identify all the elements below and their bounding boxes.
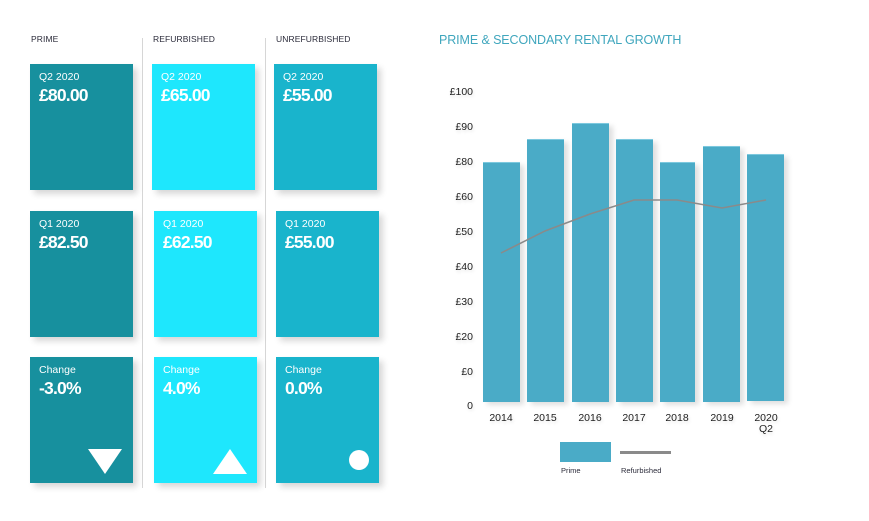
card-label: Change xyxy=(163,364,200,376)
refurbished-q2-card: Q2 2020 £65.00 xyxy=(152,64,255,190)
card-value: £55.00 xyxy=(283,85,333,105)
y-tick-label: 0 xyxy=(467,400,473,412)
card-period: Q2 2020 xyxy=(39,71,80,83)
prime-q1-card: Q1 2020 £82.50 xyxy=(30,211,133,337)
unrefurbished-q2-card: Q2 2020 £55.00 xyxy=(274,64,377,190)
x-tick-label: 2014 xyxy=(489,412,513,424)
card-period: Q1 2020 xyxy=(39,218,80,230)
bar-2016 xyxy=(572,123,609,402)
refurbished-change-card: Change 4.0% xyxy=(154,357,257,483)
legend-prime-swatch xyxy=(560,442,611,462)
x-tick-label: 2019 xyxy=(710,412,734,424)
bar-2019 xyxy=(703,146,740,402)
card-value: £80.00 xyxy=(39,85,89,105)
y-tick-label: £50 xyxy=(455,226,473,238)
x-tick-label: 2017 xyxy=(622,412,646,424)
column-header-prime: PRIME xyxy=(31,34,59,44)
card-period: Q2 2020 xyxy=(161,71,202,83)
card-value: £62.50 xyxy=(163,232,213,252)
card-period: Q1 2020 xyxy=(285,218,326,230)
bar-2020-q2 xyxy=(747,154,784,401)
y-tick-label: £20 xyxy=(455,331,473,343)
refurbished-q1-card: Q1 2020 £62.50 xyxy=(154,211,257,337)
y-tick-label: £60 xyxy=(455,191,473,203)
legend-refurbished-label: Refurbished xyxy=(621,466,662,475)
column-divider xyxy=(142,38,143,488)
y-tick-label: £40 xyxy=(455,261,473,273)
triangle-up-icon xyxy=(213,449,247,474)
bar-2014 xyxy=(483,162,520,402)
y-tick-label: £30 xyxy=(455,296,473,308)
prime-change-card: Change -3.0% xyxy=(30,357,133,483)
card-value: £55.00 xyxy=(285,232,335,252)
legend-refurbished-swatch xyxy=(620,451,671,454)
legend-prime-label: Prime xyxy=(561,466,581,475)
card-value: 0.0% xyxy=(285,378,323,398)
y-tick-label: £80 xyxy=(455,156,473,168)
bar-2017 xyxy=(616,139,653,402)
y-tick-label: £100 xyxy=(449,86,473,98)
card-label: Change xyxy=(285,364,322,376)
column-divider xyxy=(265,38,266,488)
x-tick-label: 2015 xyxy=(533,412,557,424)
column-header-refurbished: REFURBISHED xyxy=(153,34,216,44)
column-header-unrefurbished: UNREFURBISHED xyxy=(276,34,351,44)
unrefurbished-change-card: Change 0.0% xyxy=(276,357,379,483)
unrefurbished-q1-card: Q1 2020 £55.00 xyxy=(276,211,379,337)
triangle-down-icon xyxy=(88,449,122,474)
card-value: 4.0% xyxy=(163,378,201,398)
y-tick-label: £0 xyxy=(461,366,473,378)
card-period: Q1 2020 xyxy=(163,218,204,230)
card-value: £82.50 xyxy=(39,232,89,252)
x-tick-label: 2018 xyxy=(665,412,689,424)
prime-q2-card: Q2 2020 £80.00 xyxy=(30,64,133,190)
card-period: Q2 2020 xyxy=(283,71,324,83)
circle-icon xyxy=(349,450,369,470)
card-value: £65.00 xyxy=(161,85,211,105)
y-tick-label: £90 xyxy=(455,121,473,133)
chart-title: PRIME & SECONDARY RENTAL GROWTH xyxy=(439,33,682,47)
bar-2015 xyxy=(527,139,564,402)
x-tick-label: 2020 Q2 xyxy=(754,412,778,435)
card-value: -3.0% xyxy=(39,378,82,398)
card-label: Change xyxy=(39,364,76,376)
x-tick-label: 2016 xyxy=(578,412,602,424)
